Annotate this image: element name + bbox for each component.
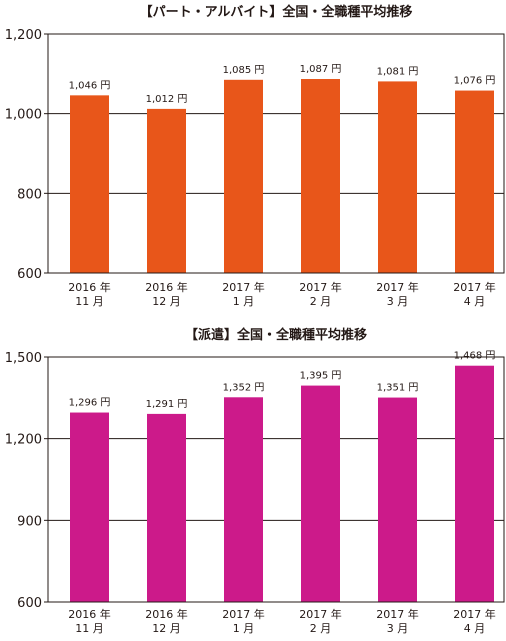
x-tick-label-month: 11 月 [75,295,104,308]
y-tick-label: 1,200 [5,28,42,43]
x-tick-label-month: 3 月 [387,622,409,635]
data-label: 1,085 円 [223,65,265,76]
x-tick-label-month: 2 月 [310,622,332,635]
x-tick-label-year: 2017 年 [376,280,419,294]
x-tick-label-month: 1 月 [233,622,255,635]
x-tick-label-year: 2016 年 [145,280,188,294]
data-label: 1,291 円 [146,399,188,410]
x-tick-label-year: 2017 年 [453,280,496,294]
bar [147,413,186,602]
y-tick-label: 800 [17,187,42,202]
data-label: 1,352 円 [223,382,265,393]
y-tick-label: 1,500 [5,351,42,366]
bar [301,385,340,602]
x-tick-label-month: 3 月 [387,295,409,308]
x-tick-label-month: 11 月 [75,622,104,635]
y-tick-label: 600 [17,267,42,282]
bar [70,95,109,274]
x-tick-label-year: 2017 年 [376,607,419,621]
x-tick-label-year: 2017 年 [299,607,342,621]
x-tick-label-month: 12 月 [152,622,181,635]
bar [378,81,417,273]
x-tick-label-month: 4 月 [464,622,486,635]
bar [224,79,263,273]
chart-title: 【派遣】全国・全職種平均推移 [185,327,367,343]
y-tick-label: 1,200 [5,433,42,448]
y-tick-label: 900 [17,514,42,529]
bar [70,412,109,602]
x-tick-label-year: 2016 年 [145,607,188,621]
y-tick-label: 600 [17,596,42,611]
data-label: 1,296 円 [69,398,111,409]
data-label: 1,468 円 [454,351,496,362]
data-label: 1,081 円 [377,66,419,77]
x-tick-label-year: 2017 年 [453,607,496,621]
y-tick-label: 1,000 [5,108,42,123]
data-label: 1,351 円 [377,383,419,394]
data-label: 1,076 円 [454,76,496,87]
x-tick-label-month: 4 月 [464,295,486,308]
plot-frame [47,33,505,274]
x-tick-label-year: 2016 年 [68,607,111,621]
bar [378,397,417,602]
data-label: 1,395 円 [300,371,342,382]
x-tick-label-year: 2017 年 [299,280,342,294]
plot-frame [47,356,505,603]
chart-title: 【パート・アルバイト】全国・全職種平均推移 [140,4,413,20]
chart-dispatch-average: 【派遣】全国・全職種平均推移 600 900 1,200 1,500 1,296 円 201… [5,327,505,635]
bar [147,108,186,274]
bar [455,90,494,274]
x-tick-label-month: 1 月 [233,295,255,308]
x-tick-label-year: 2016 年 [68,280,111,294]
chart-part-time-average: 【パート・アルバイト】全国・全職種平均推移 600 800 1,000 1,200 1,0… [5,4,505,308]
data-label: 1,087 円 [300,64,342,75]
bar [224,397,263,602]
data-label: 1,012 円 [146,94,188,105]
data-label: 1,046 円 [69,80,111,91]
x-tick-label-month: 2 月 [310,295,332,308]
x-tick-label-year: 2017 年 [222,280,265,294]
bar [301,79,340,274]
x-tick-label-year: 2017 年 [222,607,265,621]
bar [455,365,494,602]
x-tick-label-month: 12 月 [152,295,181,308]
